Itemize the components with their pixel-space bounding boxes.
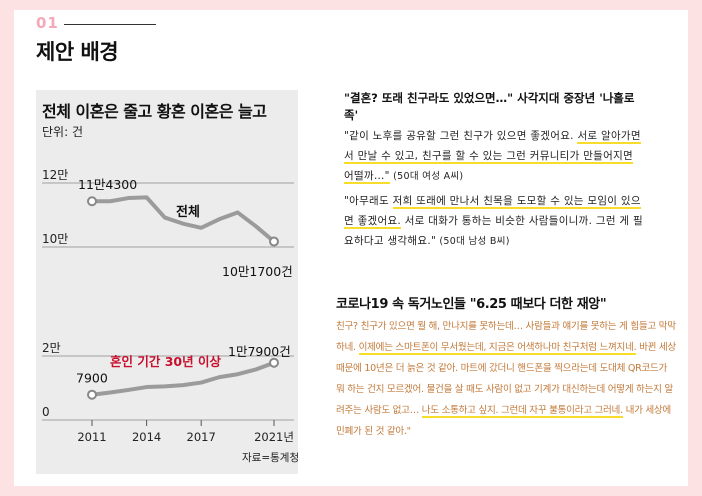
lower-start-label: 7900 (76, 371, 108, 386)
divorce-chart: 전체 이혼은 줄고 황혼 이혼은 늘고 단위: 건 12만 10만 11만4300 전… (36, 90, 298, 474)
upper-point-start (87, 196, 97, 207)
chart-source: 자료=통계청 (242, 452, 298, 464)
upper-point-end (269, 236, 279, 247)
news-text-3: 바뀐 세상 때문에 10년은 더 늙은 것 같아. 마트에 갔더니 핸드폰을 찍… (336, 342, 676, 416)
section-divider (64, 24, 156, 25)
quote-1-attribution: (50대 여성 A씨) (389, 171, 464, 182)
quote-paragraph-2: "아무래도 저희 또래에 만나서 친목을 도모할 수 있는 모임이 있으면 좋겠… (344, 191, 646, 252)
upper-end-label: 10만1700건 (222, 264, 293, 279)
upper-ytick-top: 12만 (42, 168, 68, 182)
news-body: 친구? 친구가 있으면 뭘 해, 만나지를 못하는데… 사람들과 얘기를 못하는… (336, 316, 676, 442)
news-text-1: 친구? 친구가 있으면 뭘 해, 만나지를 못하는데… 사람들과 얘기를 못하는… (336, 321, 676, 353)
quote-article: "결혼? 또래 친구라도 있었으면…" 사각지대 중장년 '나홀로족' "같이 … (344, 90, 646, 252)
lower-ytick-bottom: 0 (42, 405, 50, 419)
x-tick-label: 2011 (77, 430, 106, 444)
lower-ytick-top: 2만 (42, 341, 61, 355)
slide: 01 제안 배경 전체 이혼은 줄고 황혼 이혼은 늘고 단위: 건 12만 10… (14, 10, 688, 486)
chart-unit-label: 단위: 건 (42, 125, 83, 139)
lower-series-name: 혼인 기간 30년 이상 (110, 354, 221, 369)
quote-2-text-c: 서로 대화가 통하는 비슷한 사람들이니까. 그런 게 필요하다고 생각해요." (344, 215, 643, 247)
lower-point-end (269, 357, 279, 368)
news-highlight-1: 이제에는 스마트폰이 무서웠는데, 지금은 어색하나마 친구처럼 느껴지네. (358, 342, 637, 355)
news-highlight-2: 나도 소통하고 싶지. 그런데 자꾸 불통이라고 그러네. (421, 405, 623, 418)
quote-paragraph-1: "같이 노후를 공유할 그런 친구가 있으면 좋겠어요. 서로 알아가면서 만날… (344, 126, 646, 187)
upper-series-name: 전체 (176, 204, 200, 220)
chart-title: 전체 이혼은 줄고 황혼 이혼은 늘고 (42, 102, 267, 121)
page-title: 제안 배경 (36, 40, 119, 64)
news-text-5: 내가 세상에 민폐가 된 것 같아." (336, 405, 671, 437)
news-headline: 코로나19 속 독거노인들 "6.25 때보다 더한 재앙" (336, 297, 607, 312)
lower-series-line (91, 360, 275, 397)
quote-headline: "결혼? 또래 친구라도 있었으면…" 사각지대 중장년 '나홀로족' (344, 91, 635, 122)
x-tick-label: 2017 (187, 430, 216, 444)
upper-ytick-bottom: 10만 (42, 232, 68, 246)
upper-series-line (92, 195, 276, 244)
lower-point-start (87, 389, 97, 400)
lower-end-label: 1만7900건 (228, 344, 291, 359)
x-tick-label: 2014 (132, 430, 161, 444)
x-tick-label: 2021년 (254, 430, 294, 444)
quote-1-text-a: "같이 노후를 공유할 그런 친구가 있으면 좋겠어요. (344, 130, 578, 142)
upper-start-label: 11만4300 (78, 177, 137, 192)
quote-2-highlight: 저희 또래에 만나서 친목을 도모할 수 있는 모임이 있으면 좋겠어요. (344, 195, 641, 229)
quote-1-highlight: 서로 알아가면서 만날 수 있고, 친구를 할 수 있는 그런 커뮤니티가 만들… (344, 130, 641, 184)
quote-2-attribution: (50대 남성 B씨) (436, 236, 510, 247)
quote-2-text-a: "아무래도 (344, 195, 393, 207)
section-number: 01 (36, 14, 59, 32)
